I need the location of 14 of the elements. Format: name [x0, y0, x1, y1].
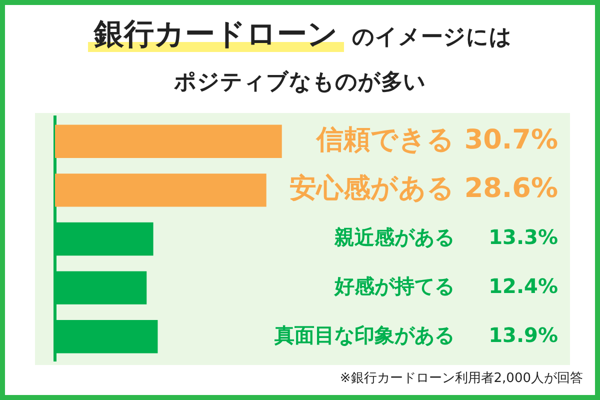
text: ※銀行カードローン利用者2,000人が回答 — [340, 370, 583, 387]
data-label: 13.3% — [488, 225, 558, 250]
data-label: 12.4% — [488, 274, 558, 298]
y-tick-label: 信頼できる — [315, 124, 454, 156]
data-label: 13.9% — [488, 322, 558, 347]
chart-subtitle: ポジティブなものが多い — [173, 69, 427, 97]
data-label: 30.7% — [464, 124, 558, 156]
y-tick-label: 安心感がある — [289, 173, 454, 204]
bar — [55, 124, 282, 158]
bar — [55, 174, 266, 207]
data-label: 28.6% — [464, 173, 558, 204]
y-tick-label: 真面目な印象がある — [273, 322, 454, 347]
y-tick-label: 親近感がある — [333, 225, 454, 250]
y-tick-label: 好感が持てる — [333, 274, 454, 298]
